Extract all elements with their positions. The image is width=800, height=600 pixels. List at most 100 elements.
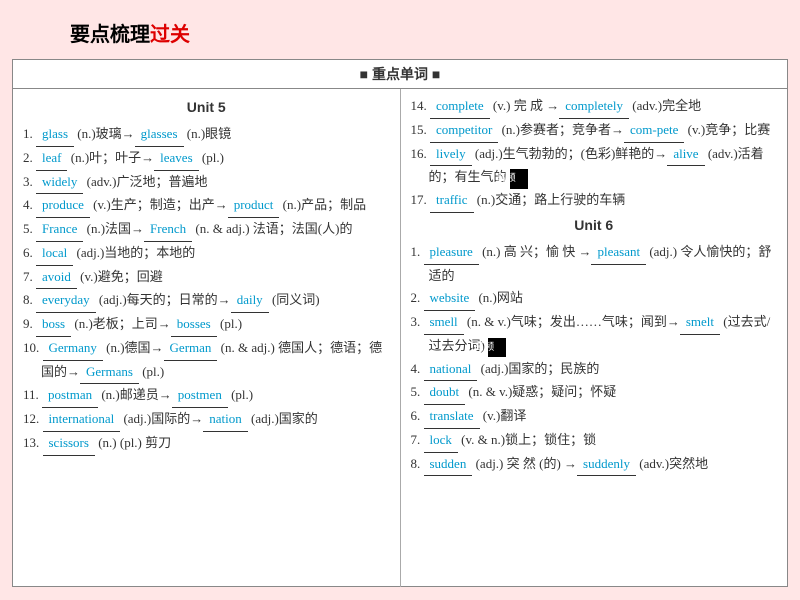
entry-number: 8. xyxy=(411,456,424,471)
blank-answer: lock xyxy=(424,429,458,453)
entry-text: (adv.)完全地 xyxy=(629,98,701,113)
page-title: 要点梳理过关 xyxy=(0,0,800,55)
entry-text: (n.)叶；叶子→ xyxy=(67,150,154,165)
vocab-entry: 6. translate (v.)翻译 xyxy=(411,405,778,429)
entry-number: 8. xyxy=(23,292,36,307)
entry-number: 1. xyxy=(411,244,424,259)
entry-text: (pl.) xyxy=(217,316,242,331)
vocab-entry: 10. Germany (n.)德国→German (n. & adj.) 德国… xyxy=(23,337,390,385)
blank-answer: French xyxy=(144,218,192,242)
blank-answer: lively xyxy=(430,143,472,167)
vocab-entry: 17. traffic (n.)交通；路上行驶的车辆 xyxy=(411,189,778,213)
vocab-entry: 11. postman (n.)邮递员→postmen (pl.) xyxy=(23,384,390,408)
entry-number: 9. xyxy=(23,316,36,331)
entry-number: 4. xyxy=(411,361,424,376)
vocab-entry: 7. avoid (v.)避免；回避 xyxy=(23,266,390,290)
entry-text: (adj.)国家的；民族的 xyxy=(477,361,599,376)
blank-answer: Germany xyxy=(43,337,103,361)
entry-text: (n.)交通；路上行驶的车辆 xyxy=(474,192,626,207)
entry-number: 13. xyxy=(23,435,43,450)
blank-answer: leaf xyxy=(36,147,67,171)
entry-text: (v.)翻译 xyxy=(480,408,527,423)
content-box: ■ 重点单词 ■ Unit 5 1. glass (n.)玻璃→glasses … xyxy=(12,59,788,587)
vocab-entry: 8. everyday (adj.)每天的；日常的→daily (同义词) xyxy=(23,289,390,313)
entry-text: (v.)避免；回避 xyxy=(77,269,163,284)
entry-text: (n.)法国→ xyxy=(83,221,144,236)
entry-text: (v.)竞争；比赛 xyxy=(684,122,770,137)
blank-answer: alive xyxy=(667,143,704,167)
unit6-title: Unit 6 xyxy=(411,213,778,241)
entry-number: 7. xyxy=(23,269,36,284)
entry-number: 12. xyxy=(23,411,43,426)
entry-text: (pl.) xyxy=(228,387,253,402)
vocab-entry: 1. pleasure (n.) 高 兴；愉 快 →pleasant (adj.… xyxy=(411,241,778,288)
title-red: 过关 xyxy=(150,24,190,46)
entry-number: 7. xyxy=(411,432,424,447)
entry-number: 4. xyxy=(23,197,36,212)
blank-answer: translate xyxy=(424,405,480,429)
unit5-title: Unit 5 xyxy=(23,95,390,123)
vocab-entry: 9. boss (n.)老板；上司→bosses (pl.) xyxy=(23,313,390,337)
blank-answer: pleasant xyxy=(591,241,646,265)
blank-answer: Germans xyxy=(80,361,139,385)
entry-text: (adv.)广泛地；普遍地 xyxy=(83,174,207,189)
blank-answer: sudden xyxy=(424,453,473,477)
blank-answer: glasses xyxy=(135,123,184,147)
left-column: Unit 5 1. glass (n.)玻璃→glasses (n.)眼镜2. … xyxy=(13,89,401,587)
columns: Unit 5 1. glass (n.)玻璃→glasses (n.)眼镜 2. … xyxy=(13,89,787,587)
blank-answer: smelt xyxy=(680,311,720,335)
entry-text: (同义词) xyxy=(269,292,320,307)
vocab-entry: 14. complete (v.) 完 成 →completely (adv.)… xyxy=(411,95,778,119)
blank-answer: traffic xyxy=(430,189,474,213)
entry-number: 6. xyxy=(23,245,36,260)
entry-number: 14. xyxy=(411,98,431,113)
blank-answer: postman xyxy=(42,384,98,408)
blank-answer: boss xyxy=(36,313,71,337)
entry-text: (n.)德国→ xyxy=(103,340,164,355)
blank-answer: produce xyxy=(36,194,90,218)
vocab-entry: 4. national (adj.)国家的；民族的 xyxy=(411,358,778,382)
entry-text: (adj.)国家的 xyxy=(248,411,318,426)
title-black: 要点梳理 xyxy=(70,24,150,46)
entry-number: 5. xyxy=(23,221,36,236)
entry-text: (n.)眼镜 xyxy=(184,126,232,141)
entry-text: (n. & v.)疑惑；疑问；怀疑 xyxy=(465,384,616,399)
blank-answer: scissors xyxy=(43,432,95,456)
entry-text: (v.) 完 成 → xyxy=(490,98,560,113)
blank-answer: website xyxy=(424,287,476,311)
entry-number: 3. xyxy=(23,174,36,189)
entry-text: (n. & adj.) 法语；法国(人)的 xyxy=(192,221,352,236)
blank-answer: doubt xyxy=(424,381,466,405)
entry-number: 11. xyxy=(23,387,42,402)
vocab-entry: 8. sudden (adj.) 突 然 (的) →suddenly (adv.… xyxy=(411,453,778,477)
blank-answer: bosses xyxy=(171,313,217,337)
blank-answer: glass xyxy=(36,123,74,147)
entry-text: (n.) (pl.) 剪刀 xyxy=(95,435,171,450)
blank-answer: international xyxy=(43,408,121,432)
vocab-entry: 15. competitor (n.)参赛者；竞争者→com-pete (v.)… xyxy=(411,119,778,143)
blank-answer: national xyxy=(424,358,478,382)
frequency-tag: 高频 xyxy=(510,169,528,189)
vocab-entry: 2. website (n.)网站 xyxy=(411,287,778,311)
entry-text: (adj.)生气勃勃的；(色彩)鲜艳的→ xyxy=(472,146,668,161)
entry-text: (n.)参赛者；竞争者→ xyxy=(498,122,624,137)
entry-text: (pl.) xyxy=(199,150,224,165)
entry-text: (adj.) 突 然 (的) → xyxy=(472,456,577,471)
blank-answer: local xyxy=(36,242,73,266)
vocab-entry: 12. international (adj.)国际的→nation (adj.… xyxy=(23,408,390,432)
entry-number: 10. xyxy=(23,340,43,355)
frequency-tag: 高频 xyxy=(488,338,506,358)
blank-answer: competitor xyxy=(430,119,498,143)
vocab-entry: 3. smell (n. & v.)气味；发出……气味；闻到→smelt (过去… xyxy=(411,311,778,358)
entry-number: 15. xyxy=(411,122,431,137)
entry-number: 16. xyxy=(411,146,431,161)
entry-text: (v.)生产；制造；出产→ xyxy=(90,197,228,212)
vocab-entry: 5. doubt (n. & v.)疑惑；疑问；怀疑 xyxy=(411,381,778,405)
right-column: 14. complete (v.) 完 成 →completely (adv.)… xyxy=(401,89,788,587)
blank-answer: smell xyxy=(424,311,464,335)
entry-text: (n.)产品；制品 xyxy=(279,197,366,212)
vocab-entry: 1. glass (n.)玻璃→glasses (n.)眼镜 xyxy=(23,123,390,147)
entry-text: (adj.)国际的→ xyxy=(120,411,203,426)
section-header: ■ 重点单词 ■ xyxy=(13,60,787,89)
entry-text: (v. & n.)锁上；锁住；锁 xyxy=(458,432,596,447)
